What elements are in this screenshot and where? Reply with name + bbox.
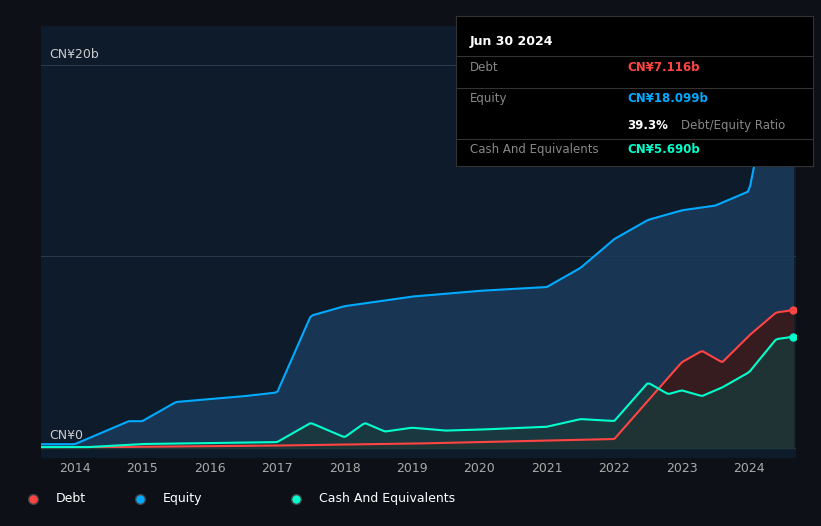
Text: CN¥0: CN¥0: [49, 429, 83, 442]
Text: Debt: Debt: [56, 492, 86, 505]
Text: Cash And Equivalents: Cash And Equivalents: [470, 143, 599, 156]
Text: CN¥18.099b: CN¥18.099b: [627, 92, 708, 105]
Text: Debt/Equity Ratio: Debt/Equity Ratio: [681, 119, 785, 132]
Text: Cash And Equivalents: Cash And Equivalents: [319, 492, 455, 505]
Text: Equity: Equity: [163, 492, 202, 505]
Text: 39.3%: 39.3%: [627, 119, 668, 132]
Text: Debt: Debt: [470, 61, 498, 74]
Text: Equity: Equity: [470, 92, 507, 105]
Text: CN¥5.690b: CN¥5.690b: [627, 143, 699, 156]
Text: CN¥20b: CN¥20b: [49, 48, 99, 61]
Text: CN¥7.116b: CN¥7.116b: [627, 61, 699, 74]
Text: Jun 30 2024: Jun 30 2024: [470, 35, 553, 48]
